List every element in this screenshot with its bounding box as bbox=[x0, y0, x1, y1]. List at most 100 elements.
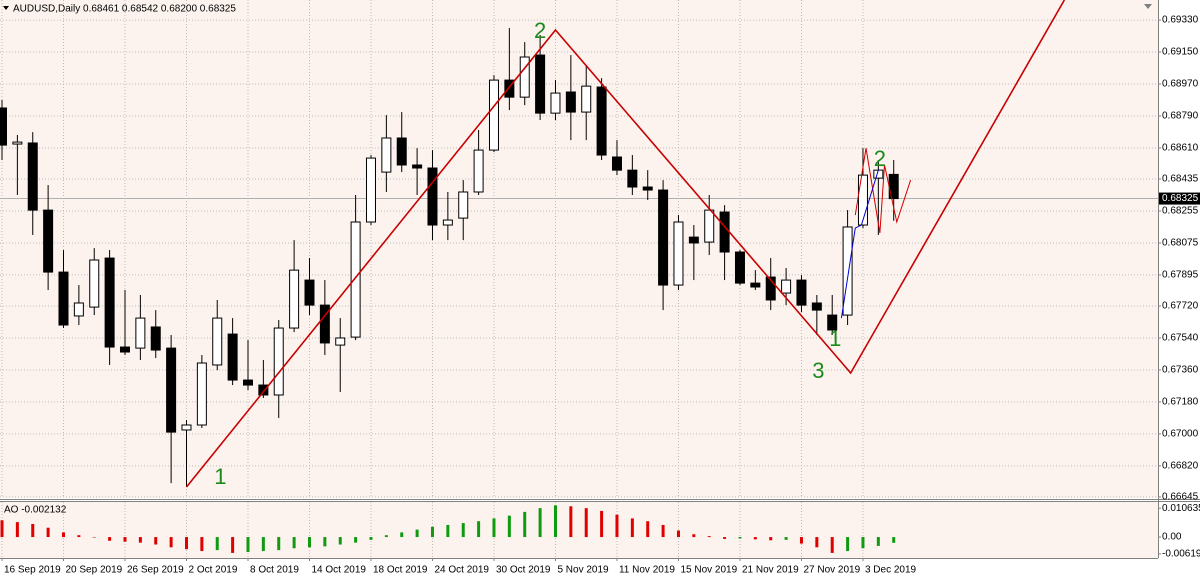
ao-bar bbox=[507, 515, 511, 538]
ao-bar bbox=[538, 508, 542, 538]
ao-bar bbox=[430, 526, 434, 538]
y-tick-label: 0.69330 bbox=[1162, 15, 1199, 26]
candle-body bbox=[212, 317, 223, 366]
ao-bar bbox=[676, 530, 680, 538]
wave-label: 2 bbox=[534, 18, 546, 43]
candle-body bbox=[765, 276, 776, 301]
ao-bar bbox=[523, 511, 527, 538]
ao-panel bbox=[0, 502, 1158, 558]
candle-body bbox=[150, 326, 161, 351]
candle-body bbox=[119, 346, 130, 353]
x-tick-label: 26 Sep 2019 bbox=[127, 565, 184, 576]
last-price-box bbox=[1159, 192, 1200, 205]
y-tick-label: 0.66820 bbox=[1162, 460, 1199, 471]
x-tick-label: 21 Nov 2019 bbox=[742, 565, 799, 576]
ao-bar bbox=[77, 535, 81, 538]
menu-triangle bbox=[3, 6, 9, 10]
y-tick-label: 0.68435 bbox=[1162, 174, 1199, 185]
chart-title: AUDUSD,Daily 0.68461 0.68542 0.68200 0.6… bbox=[13, 4, 236, 15]
y-tick-label: 0.00 bbox=[1162, 532, 1182, 543]
ao-bar bbox=[584, 508, 588, 538]
candle-body bbox=[227, 333, 238, 381]
ao-bar bbox=[784, 537, 788, 540]
ao-bar bbox=[477, 521, 481, 538]
ao-bar bbox=[461, 523, 465, 538]
candle-body bbox=[673, 221, 684, 286]
candle-body bbox=[365, 157, 376, 223]
ao-bar bbox=[492, 518, 496, 538]
ao-bar bbox=[15, 522, 19, 538]
candle-body bbox=[289, 269, 300, 329]
y-tick-label: 0.68790 bbox=[1162, 111, 1199, 122]
ao-bar bbox=[707, 536, 711, 538]
last-price-label: 0.68325 bbox=[1162, 193, 1199, 204]
ao-bar bbox=[307, 537, 311, 548]
candle-body bbox=[857, 174, 868, 226]
y-tick-label: 0.67895 bbox=[1162, 270, 1199, 281]
y-tick-label: 0.67000 bbox=[1162, 429, 1199, 440]
candle-body bbox=[442, 219, 453, 226]
ao-bar bbox=[799, 537, 803, 544]
candle-body bbox=[412, 164, 423, 169]
ao-bar bbox=[354, 537, 358, 543]
ao-bar bbox=[738, 537, 742, 539]
wave-label: 3 bbox=[812, 358, 824, 383]
x-tick-label: 5 Nov 2019 bbox=[557, 565, 609, 576]
candle-body bbox=[43, 209, 54, 273]
candle-body bbox=[519, 56, 530, 98]
y-tick-label: 0.67540 bbox=[1162, 333, 1199, 344]
candle-body bbox=[611, 156, 622, 171]
ao-bar bbox=[846, 537, 850, 552]
candle-body bbox=[473, 149, 484, 193]
x-tick-label: 8 Oct 2019 bbox=[250, 565, 299, 576]
candle-body bbox=[427, 167, 438, 226]
scroll-marker bbox=[1144, 4, 1152, 9]
candle-body bbox=[581, 85, 592, 113]
ao-bar bbox=[630, 518, 634, 538]
candle-body bbox=[12, 141, 23, 145]
y-tick-label: 0.68610 bbox=[1162, 143, 1199, 154]
ao-bar bbox=[61, 532, 65, 538]
ao-bar bbox=[0, 520, 4, 538]
ao-bar bbox=[600, 510, 604, 538]
x-tick-label: 11 Nov 2019 bbox=[619, 565, 675, 576]
candle-body bbox=[842, 226, 853, 316]
time-axis-bg bbox=[0, 558, 1158, 580]
candle-body bbox=[27, 142, 38, 211]
y-tick-label: 0.66645 bbox=[1162, 492, 1199, 503]
candle-body bbox=[396, 137, 407, 166]
wave-label: 2 bbox=[874, 146, 886, 171]
x-tick-label: 30 Oct 2019 bbox=[496, 565, 551, 576]
candle-body bbox=[258, 384, 269, 396]
ao-bar bbox=[123, 537, 127, 542]
candle-body bbox=[504, 79, 515, 98]
candle-body bbox=[565, 91, 576, 113]
wave-label: 1 bbox=[214, 464, 226, 489]
y-tick-label: 0.67360 bbox=[1162, 365, 1199, 376]
ao-bar bbox=[231, 537, 235, 553]
ao-bar bbox=[646, 521, 650, 538]
candle-body bbox=[488, 79, 499, 151]
ao-bar bbox=[723, 537, 727, 539]
ao-bar bbox=[892, 537, 896, 543]
candle-body bbox=[781, 279, 792, 294]
ao-title: AO -0.002132 bbox=[4, 505, 67, 516]
y-tick-label: 0.67180 bbox=[1162, 397, 1199, 408]
ao-bar bbox=[338, 537, 342, 545]
ao-bar bbox=[400, 532, 404, 538]
x-tick-label: 18 Oct 2019 bbox=[373, 565, 428, 576]
wave-label: 1 bbox=[829, 326, 841, 351]
candle-body bbox=[58, 271, 69, 326]
wave-line bbox=[854, 148, 912, 234]
y-tick-label: 0.68075 bbox=[1162, 238, 1199, 249]
candle-body bbox=[734, 251, 745, 284]
ao-bar bbox=[769, 537, 773, 541]
candle-body bbox=[73, 302, 84, 317]
candle-body bbox=[104, 257, 115, 348]
candle-body bbox=[181, 424, 192, 431]
ao-bar bbox=[369, 537, 373, 540]
candle-body bbox=[166, 347, 177, 433]
x-tick-label: 15 Nov 2019 bbox=[680, 565, 737, 576]
ao-bar bbox=[384, 535, 388, 538]
